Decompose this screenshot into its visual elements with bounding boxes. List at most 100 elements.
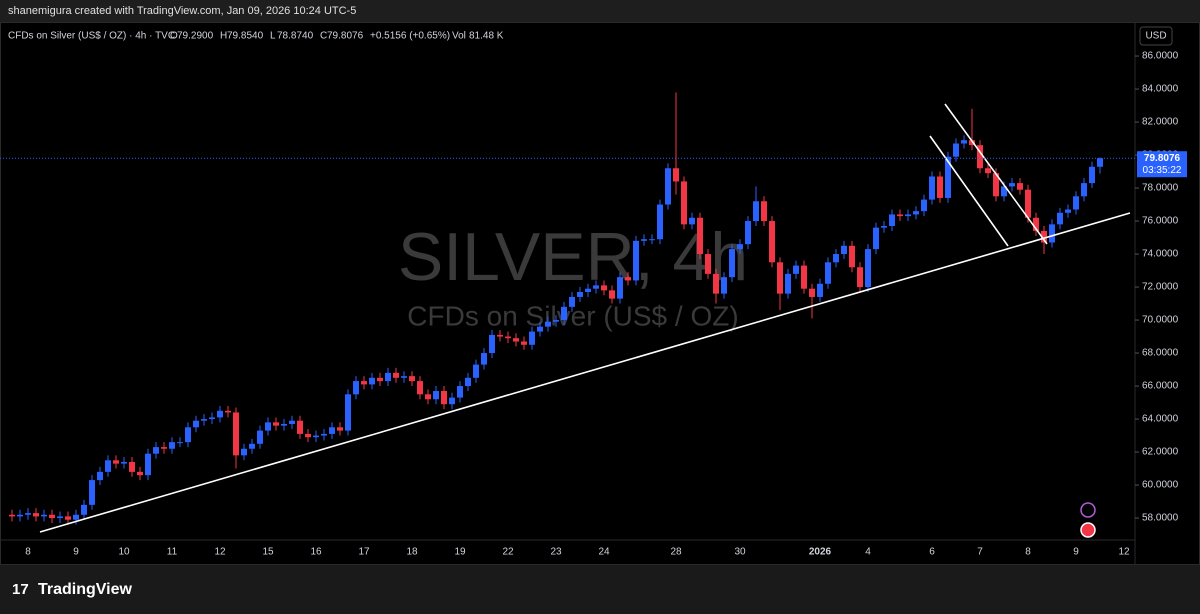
candle-body <box>761 201 767 222</box>
legend-text: 79.8076 <box>327 31 364 42</box>
candle-body <box>913 211 919 215</box>
candle-body <box>169 442 175 449</box>
x-tick-label: 12 <box>214 547 226 558</box>
candle-body <box>641 239 647 241</box>
channel-line <box>929 135 1009 247</box>
y-tick-label: 74.0000 <box>1142 249 1179 260</box>
candle-body <box>897 214 903 217</box>
candle-body <box>1057 212 1063 225</box>
candle-body <box>961 140 967 144</box>
candle-body <box>521 341 527 345</box>
candle-body <box>161 447 167 449</box>
candle-body <box>705 254 711 274</box>
currency[interactable]: USD <box>1145 31 1166 42</box>
candle-body <box>713 273 719 294</box>
footer-logo: TradingView <box>38 581 133 598</box>
trendline <box>39 212 1131 533</box>
candle-body <box>905 214 911 217</box>
header-text: shanemigura created with TradingView.com… <box>8 5 356 17</box>
y-tick-label: 60.0000 <box>1142 480 1179 491</box>
candle-body <box>545 321 551 327</box>
header-bar <box>0 0 1200 22</box>
candle-body <box>617 277 623 299</box>
candle-body <box>25 513 31 515</box>
candle-body <box>233 412 239 456</box>
x-tick-label: 19 <box>454 547 466 558</box>
candle-body <box>945 156 951 198</box>
candle-body <box>1001 186 1007 197</box>
candle-body <box>89 480 95 505</box>
candle-body <box>401 376 407 378</box>
candle-body <box>553 320 559 322</box>
plot <box>9 92 1103 525</box>
candle-body <box>345 394 351 431</box>
x-tick-label: 16 <box>310 547 322 558</box>
candle-body <box>681 181 687 225</box>
candle-body <box>409 376 415 382</box>
candle-body <box>817 283 823 297</box>
candle-body <box>929 176 935 200</box>
x-tick-label: 6 <box>929 547 935 558</box>
candle-body <box>393 372 399 378</box>
candle-body <box>321 433 327 436</box>
candle-body <box>433 391 439 400</box>
candle-body <box>1033 217 1039 231</box>
candle-body <box>721 277 727 294</box>
footer-bar <box>0 565 1200 614</box>
candle-body <box>385 372 391 382</box>
event-icon[interactable] <box>1080 522 1096 538</box>
candle-body <box>57 516 63 519</box>
legend-text: L <box>270 31 276 42</box>
candle-body <box>1073 196 1079 210</box>
candle-body <box>265 422 271 431</box>
candle-body <box>353 381 359 395</box>
candle-body <box>729 249 735 278</box>
candle-body <box>1097 158 1103 167</box>
candle-body <box>921 199 927 212</box>
candle-body <box>577 292 583 297</box>
y-tick-label: 82.0000 <box>1142 117 1179 128</box>
candle-body <box>841 245 847 255</box>
y-tick-label: 68.0000 <box>1142 348 1179 359</box>
y-tick-label: 84.0000 <box>1142 84 1179 95</box>
x-tick-label: 8 <box>25 547 31 558</box>
x-tick-label: 23 <box>550 547 562 558</box>
chart-bg <box>0 22 1200 565</box>
candle-body <box>649 239 655 241</box>
candle-body <box>833 254 839 263</box>
x-tick-label: 4 <box>865 547 871 558</box>
x-tick-label: 8 <box>1025 547 1031 558</box>
candle-body <box>441 391 447 405</box>
y-tick-label: 78.0000 <box>1142 183 1179 194</box>
candle-body <box>193 420 199 428</box>
y-tick-label: 70.0000 <box>1142 315 1179 326</box>
candle-body <box>633 240 639 281</box>
x-tick-label: 10 <box>118 547 130 558</box>
legend-text: O <box>170 31 178 42</box>
candle-body <box>49 514 55 519</box>
candle-body <box>329 427 335 434</box>
currency-button[interactable] <box>1139 26 1173 46</box>
candle-body <box>1089 166 1095 184</box>
alert-icon[interactable] <box>1080 502 1096 518</box>
candle-body <box>185 427 191 443</box>
candle-body <box>417 381 423 395</box>
candle-body <box>1081 183 1087 197</box>
candle-body <box>889 214 895 227</box>
candle-body <box>225 410 231 413</box>
candle-body <box>977 145 983 169</box>
candle-body <box>369 377 375 385</box>
candle-body <box>73 514 79 520</box>
candle-body <box>561 306 567 321</box>
candle-body <box>873 227 879 250</box>
candle-body <box>481 353 487 365</box>
legend-text: H <box>220 31 227 42</box>
y-tick-label: 66.0000 <box>1142 381 1179 392</box>
candle-body <box>657 204 663 240</box>
legend-text: C <box>320 31 327 42</box>
candle-body <box>217 410 223 418</box>
candle-body <box>137 471 143 476</box>
candle-body <box>585 288 591 293</box>
